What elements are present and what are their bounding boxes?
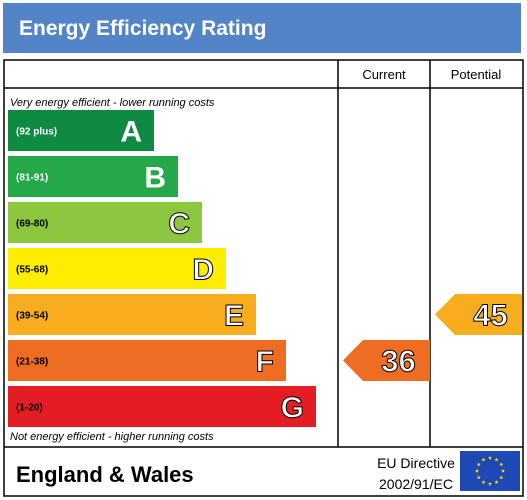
rating-value-potential: 45 [473,298,507,333]
rating-arrows: 36 45 [343,294,522,381]
band-b: (81-91) B [8,156,178,197]
eu-star-icon [474,468,480,473]
band-bar-c [8,202,202,243]
eu-star-icon [481,457,486,462]
band-range-g: (1-20) [16,403,43,414]
band-range-a: (92 plus) [16,127,57,138]
header-banner: Energy Efficiency Rating [3,3,521,53]
rating-arrow-shape-potential [435,294,522,335]
eu-flag-icon [460,451,520,491]
band-g: (1-20) G [8,386,316,427]
rating-arrow-potential: 45 [435,294,522,335]
band-range-e: (39-54) [16,311,48,322]
band-range-c: (69-80) [16,219,48,230]
band-bar-a [8,110,154,151]
band-letter-f: F [256,346,274,379]
eu-star-icon [487,481,493,486]
band-letter-c: C [168,208,190,241]
band-bar-g [8,386,316,427]
band-letter-d: D [192,254,214,287]
page-title: Energy Efficiency Rating [19,17,267,40]
band-letter-e: E [224,300,244,333]
directive-line-1: EU Directive [377,455,455,471]
directive-line-2: 2002/91/EC [379,476,453,492]
eu-star-icon [481,480,486,485]
eu-star-icon [499,475,504,480]
eu-star-icon [494,457,499,462]
band-letter-b: B [144,162,166,195]
band-range-f: (21-38) [16,357,48,368]
eu-star-icon [476,462,481,467]
band-bar-e [8,294,256,335]
band-bar-f [8,340,286,381]
bottom-caption: Not energy efficient - higher running co… [10,431,214,443]
rating-value-current: 36 [381,344,415,379]
region-label: England & Wales [16,462,194,487]
band-c: (69-80) C [8,202,202,243]
band-range-b: (81-91) [16,173,48,184]
eu-star-icon [500,468,506,473]
rating-arrow-current: 36 [343,340,430,381]
band-range-d: (55-68) [16,265,48,276]
band-letter-a: A [120,116,142,149]
band-bar-d [8,248,226,289]
eu-star-icon [499,462,504,467]
eu-star-icon [476,475,481,480]
band-letter-g: G [281,392,304,425]
eu-flag-stars [474,455,506,486]
band-e: (39-54) E [8,294,256,335]
rating-arrow-shape-current [343,340,430,381]
band-d: (55-68) D [8,248,226,289]
eu-star-icon [494,480,499,485]
potential-column-header: Potential [451,67,502,82]
band-f: (21-38) F [8,340,286,381]
eu-star-icon [487,455,493,460]
rating-bands: (92 plus) A (81-91) B (69-80) C (55-68) D (39-54… [8,110,316,427]
band-bar-b [8,156,178,197]
chart-frame [3,59,524,497]
current-column-header: Current [362,67,406,82]
top-caption: Very energy efficient - lower running co… [10,97,215,109]
band-a: (92 plus) A [8,110,154,151]
